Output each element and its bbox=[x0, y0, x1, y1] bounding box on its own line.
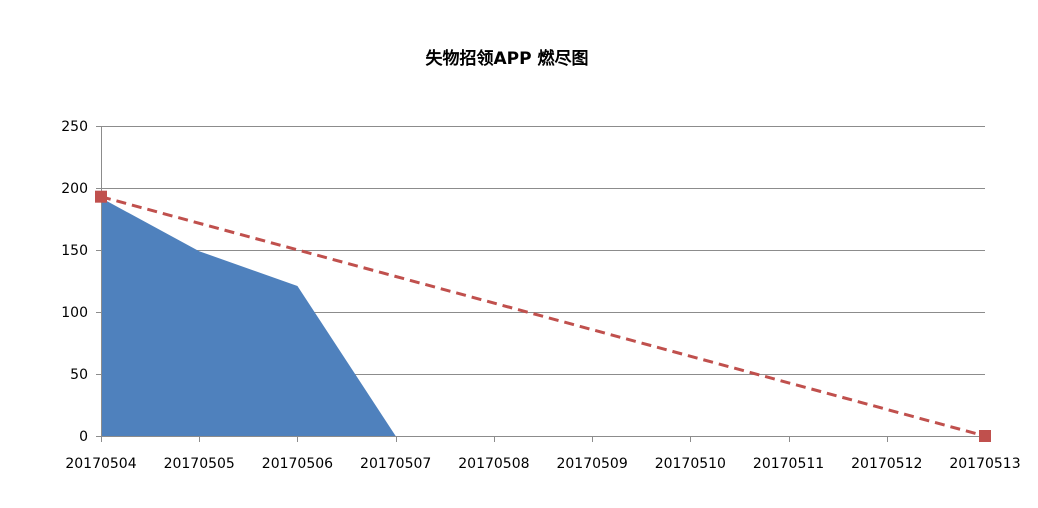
x-tick-label-20170512: 20170512 bbox=[851, 456, 922, 472]
y-tick-label-150: 150 bbox=[61, 243, 88, 259]
area-layer bbox=[101, 197, 985, 436]
ideal-line-series bbox=[100, 195, 986, 438]
ideal-line-marker-20170504 bbox=[95, 190, 107, 203]
x-tick-label-20170509: 20170509 bbox=[556, 456, 627, 472]
ideal-line-marker-20170513 bbox=[979, 430, 991, 442]
x-tick-label-20170505: 20170505 bbox=[164, 456, 235, 472]
tick-labels: 0 50 100 150 200 250 20170504 20170505 20170506 2… bbox=[61, 119, 1020, 472]
x-tick-label-20170504: 20170504 bbox=[65, 456, 136, 472]
x-tick-label-20170513: 20170513 bbox=[949, 456, 1020, 472]
y-tick-label-200: 200 bbox=[61, 181, 88, 197]
grid-lines bbox=[101, 126, 985, 375]
y-tick-label-100: 100 bbox=[61, 305, 88, 321]
x-tick-label-20170506: 20170506 bbox=[262, 456, 333, 472]
area-series bbox=[101, 197, 985, 436]
x-tick-label-20170507: 20170507 bbox=[360, 456, 431, 472]
line-layer bbox=[95, 190, 991, 442]
chart-title: 失物招领APP 燃尽图 bbox=[425, 49, 589, 69]
x-tick-label-20170510: 20170510 bbox=[655, 456, 726, 472]
y-tick-label-50: 50 bbox=[70, 367, 88, 383]
y-tick-label-250: 250 bbox=[61, 119, 88, 135]
y-tick-label-0: 0 bbox=[79, 429, 88, 445]
x-tick-label-20170508: 20170508 bbox=[458, 456, 529, 472]
x-tick-label-20170511: 20170511 bbox=[753, 456, 824, 472]
